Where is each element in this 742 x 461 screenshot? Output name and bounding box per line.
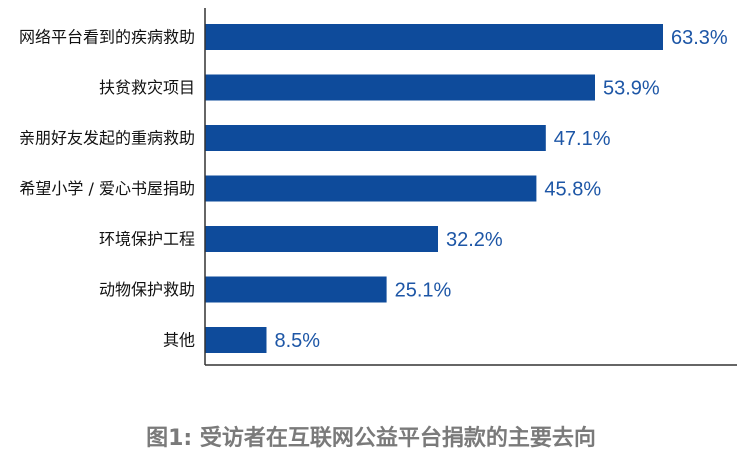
bars-layer (205, 24, 663, 353)
bar (205, 226, 438, 252)
data-label: 8.5% (275, 330, 321, 352)
bar (205, 125, 546, 151)
category-label: 亲朋好友发起的重病救助 (19, 129, 195, 148)
data-label: 53.9% (603, 78, 660, 100)
category-label: 动物保护救助 (99, 280, 195, 299)
data-label: 32.2% (446, 229, 503, 251)
chart-caption: 图1: 受访者在互联网公益平台捐款的主要去向 (146, 426, 596, 451)
bar (205, 175, 537, 202)
bar (205, 74, 595, 101)
bar (205, 276, 387, 303)
category-label: 网络平台看到的疾病救助 (19, 28, 195, 47)
category-label: 扶贫救灾项目 (99, 78, 195, 97)
data-label: 47.1% (554, 128, 611, 150)
value-labels-layer: 63.3% 53.9% 47.1% 45.8% 32.2% 25.1% 8.5% (275, 27, 728, 352)
category-label: 希望小学 / 爱心书屋捐助 (19, 179, 195, 198)
axes-layer (204, 8, 737, 366)
data-label: 45.8% (544, 179, 601, 201)
data-label: 25.1% (395, 280, 452, 302)
bar (205, 24, 663, 50)
bar (205, 327, 267, 353)
category-label: 其他 (163, 331, 195, 350)
category-label: 环境保护工程 (99, 230, 195, 249)
data-label: 63.3% (671, 27, 728, 49)
